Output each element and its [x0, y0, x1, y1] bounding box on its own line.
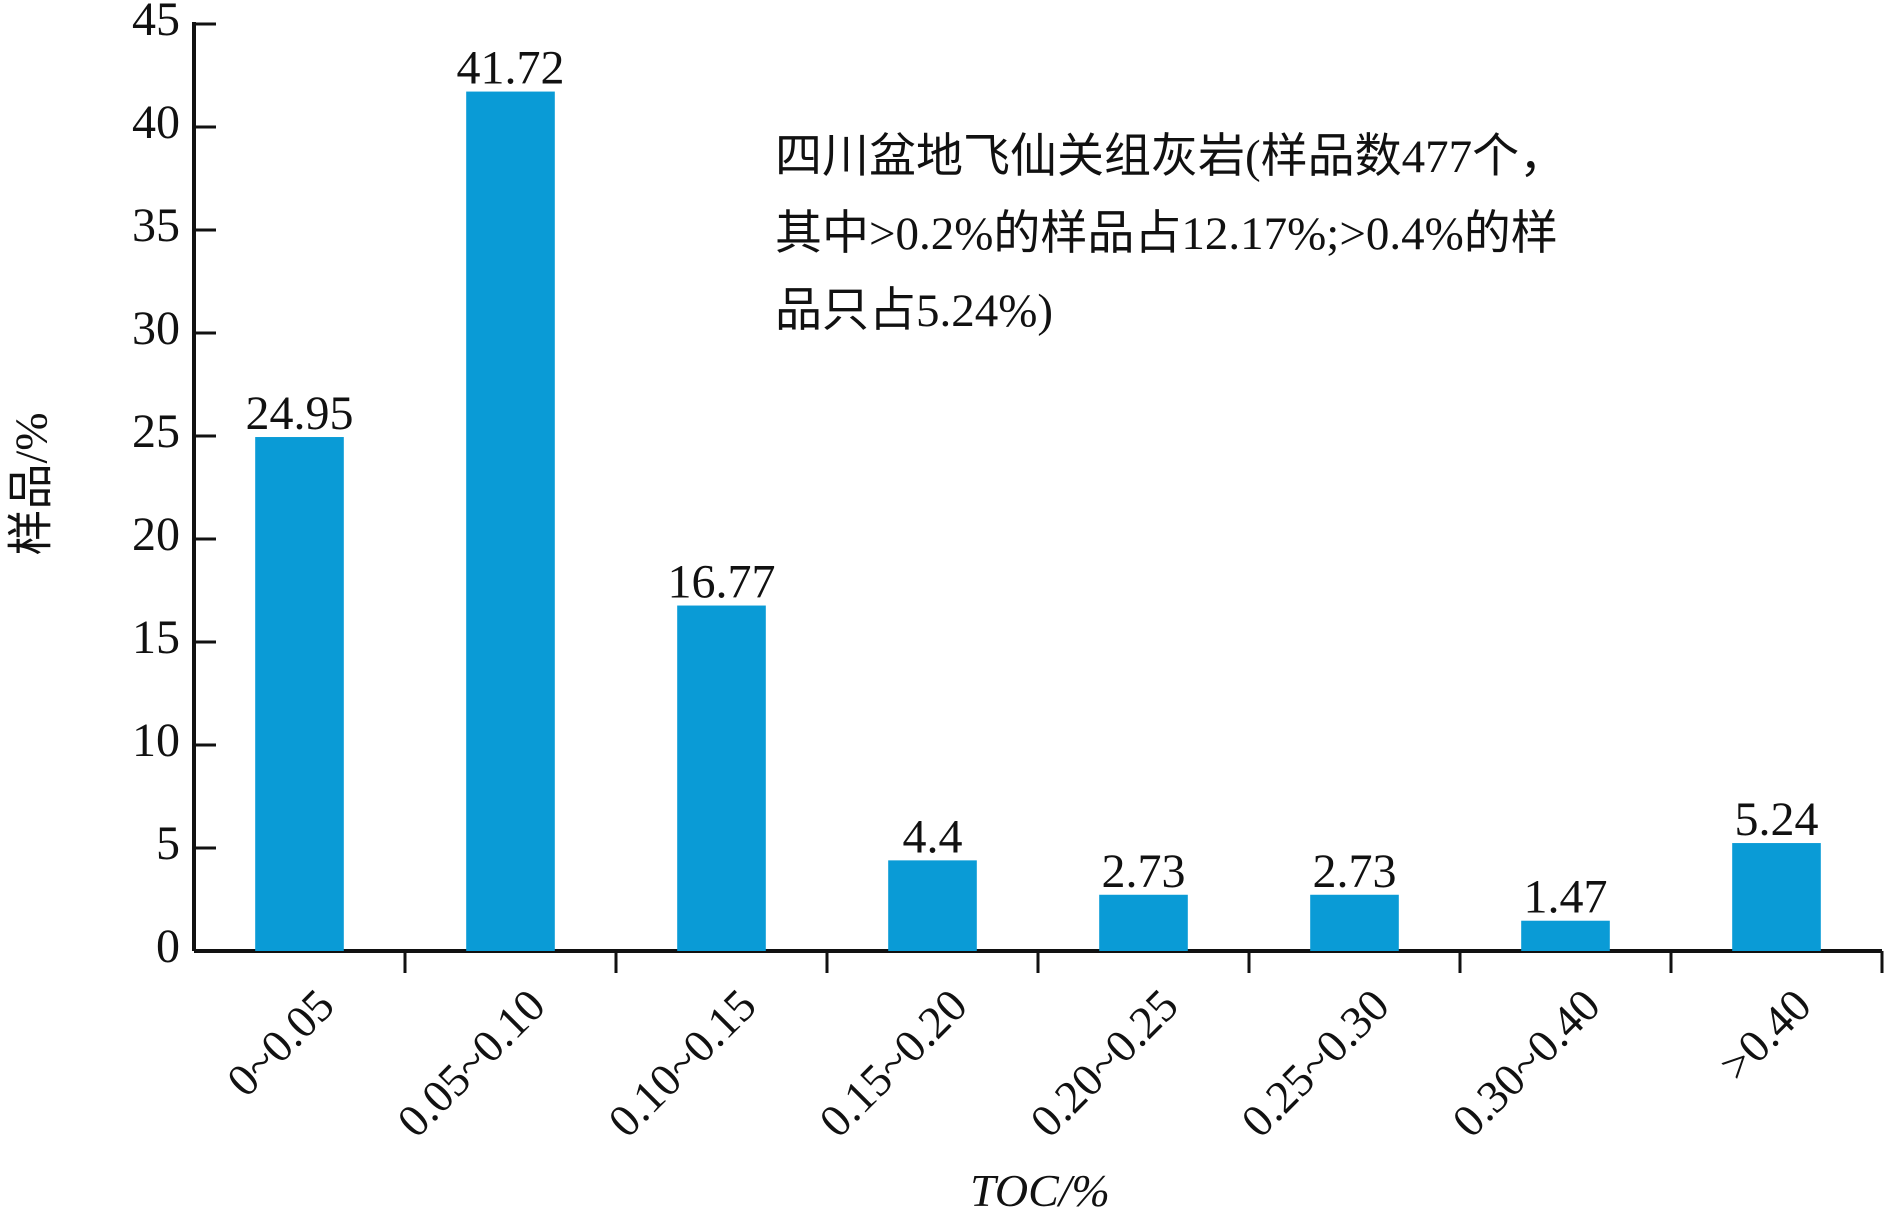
bar: [1099, 894, 1188, 951]
data-label: 5.24: [1735, 793, 1819, 846]
x-tick-label: 0.25~0.30: [1231, 979, 1399, 1147]
y-tick-label: 5: [156, 817, 180, 870]
data-label: 2.73: [1313, 845, 1397, 898]
bar: [1732, 843, 1821, 951]
y-tick-label: 40: [132, 96, 180, 149]
x-tick-label: 0.05~0.10: [387, 979, 555, 1147]
y-tick-label: 30: [132, 302, 180, 355]
bar: [466, 91, 555, 952]
y-tick-label: 10: [132, 714, 180, 767]
bar: [1310, 894, 1399, 951]
y-tick-label: 35: [132, 199, 180, 252]
x-axis-label: TOC/%: [970, 1165, 1110, 1216]
bar: [255, 437, 344, 951]
bar: [1521, 920, 1610, 951]
y-tick-label: 45: [132, 0, 180, 46]
y-axis-label: 样品/%: [6, 412, 57, 555]
y-tick-label: 25: [132, 405, 180, 458]
annotation-line: 四川盆地飞仙关组灰岩(样品数477个，: [775, 131, 1566, 183]
annotation-line: 其中>0.2%的样品占12.17%;>0.4%的样: [775, 208, 1558, 260]
y-tick-label: 0: [156, 920, 180, 973]
x-tick-label: >0.40: [1709, 979, 1820, 1090]
x-tick-label: 0.30~0.40: [1442, 979, 1610, 1147]
x-tick-label: 0.10~0.15: [598, 979, 766, 1147]
y-tick-label: 15: [132, 611, 180, 664]
x-tick-label: 0.15~0.20: [809, 979, 977, 1147]
annotation-line: 品只占5.24%): [775, 285, 1053, 337]
bar: [888, 860, 977, 951]
data-label: 41.72: [457, 42, 565, 95]
x-tick-label: 0.20~0.25: [1020, 979, 1188, 1147]
data-label: 4.4: [903, 810, 963, 863]
x-tick-label: 0~0.05: [217, 979, 344, 1106]
data-label: 2.73: [1102, 845, 1186, 898]
data-label: 1.47: [1524, 871, 1608, 924]
annotation: 四川盆地飞仙关组灰岩(样品数477个， 其中>0.2%的样品占12.17%;>0.…: [775, 131, 1566, 337]
data-label: 24.95: [246, 387, 354, 440]
bar: [677, 605, 766, 951]
y-tick-label: 20: [132, 508, 180, 561]
data-label: 16.77: [668, 556, 776, 609]
